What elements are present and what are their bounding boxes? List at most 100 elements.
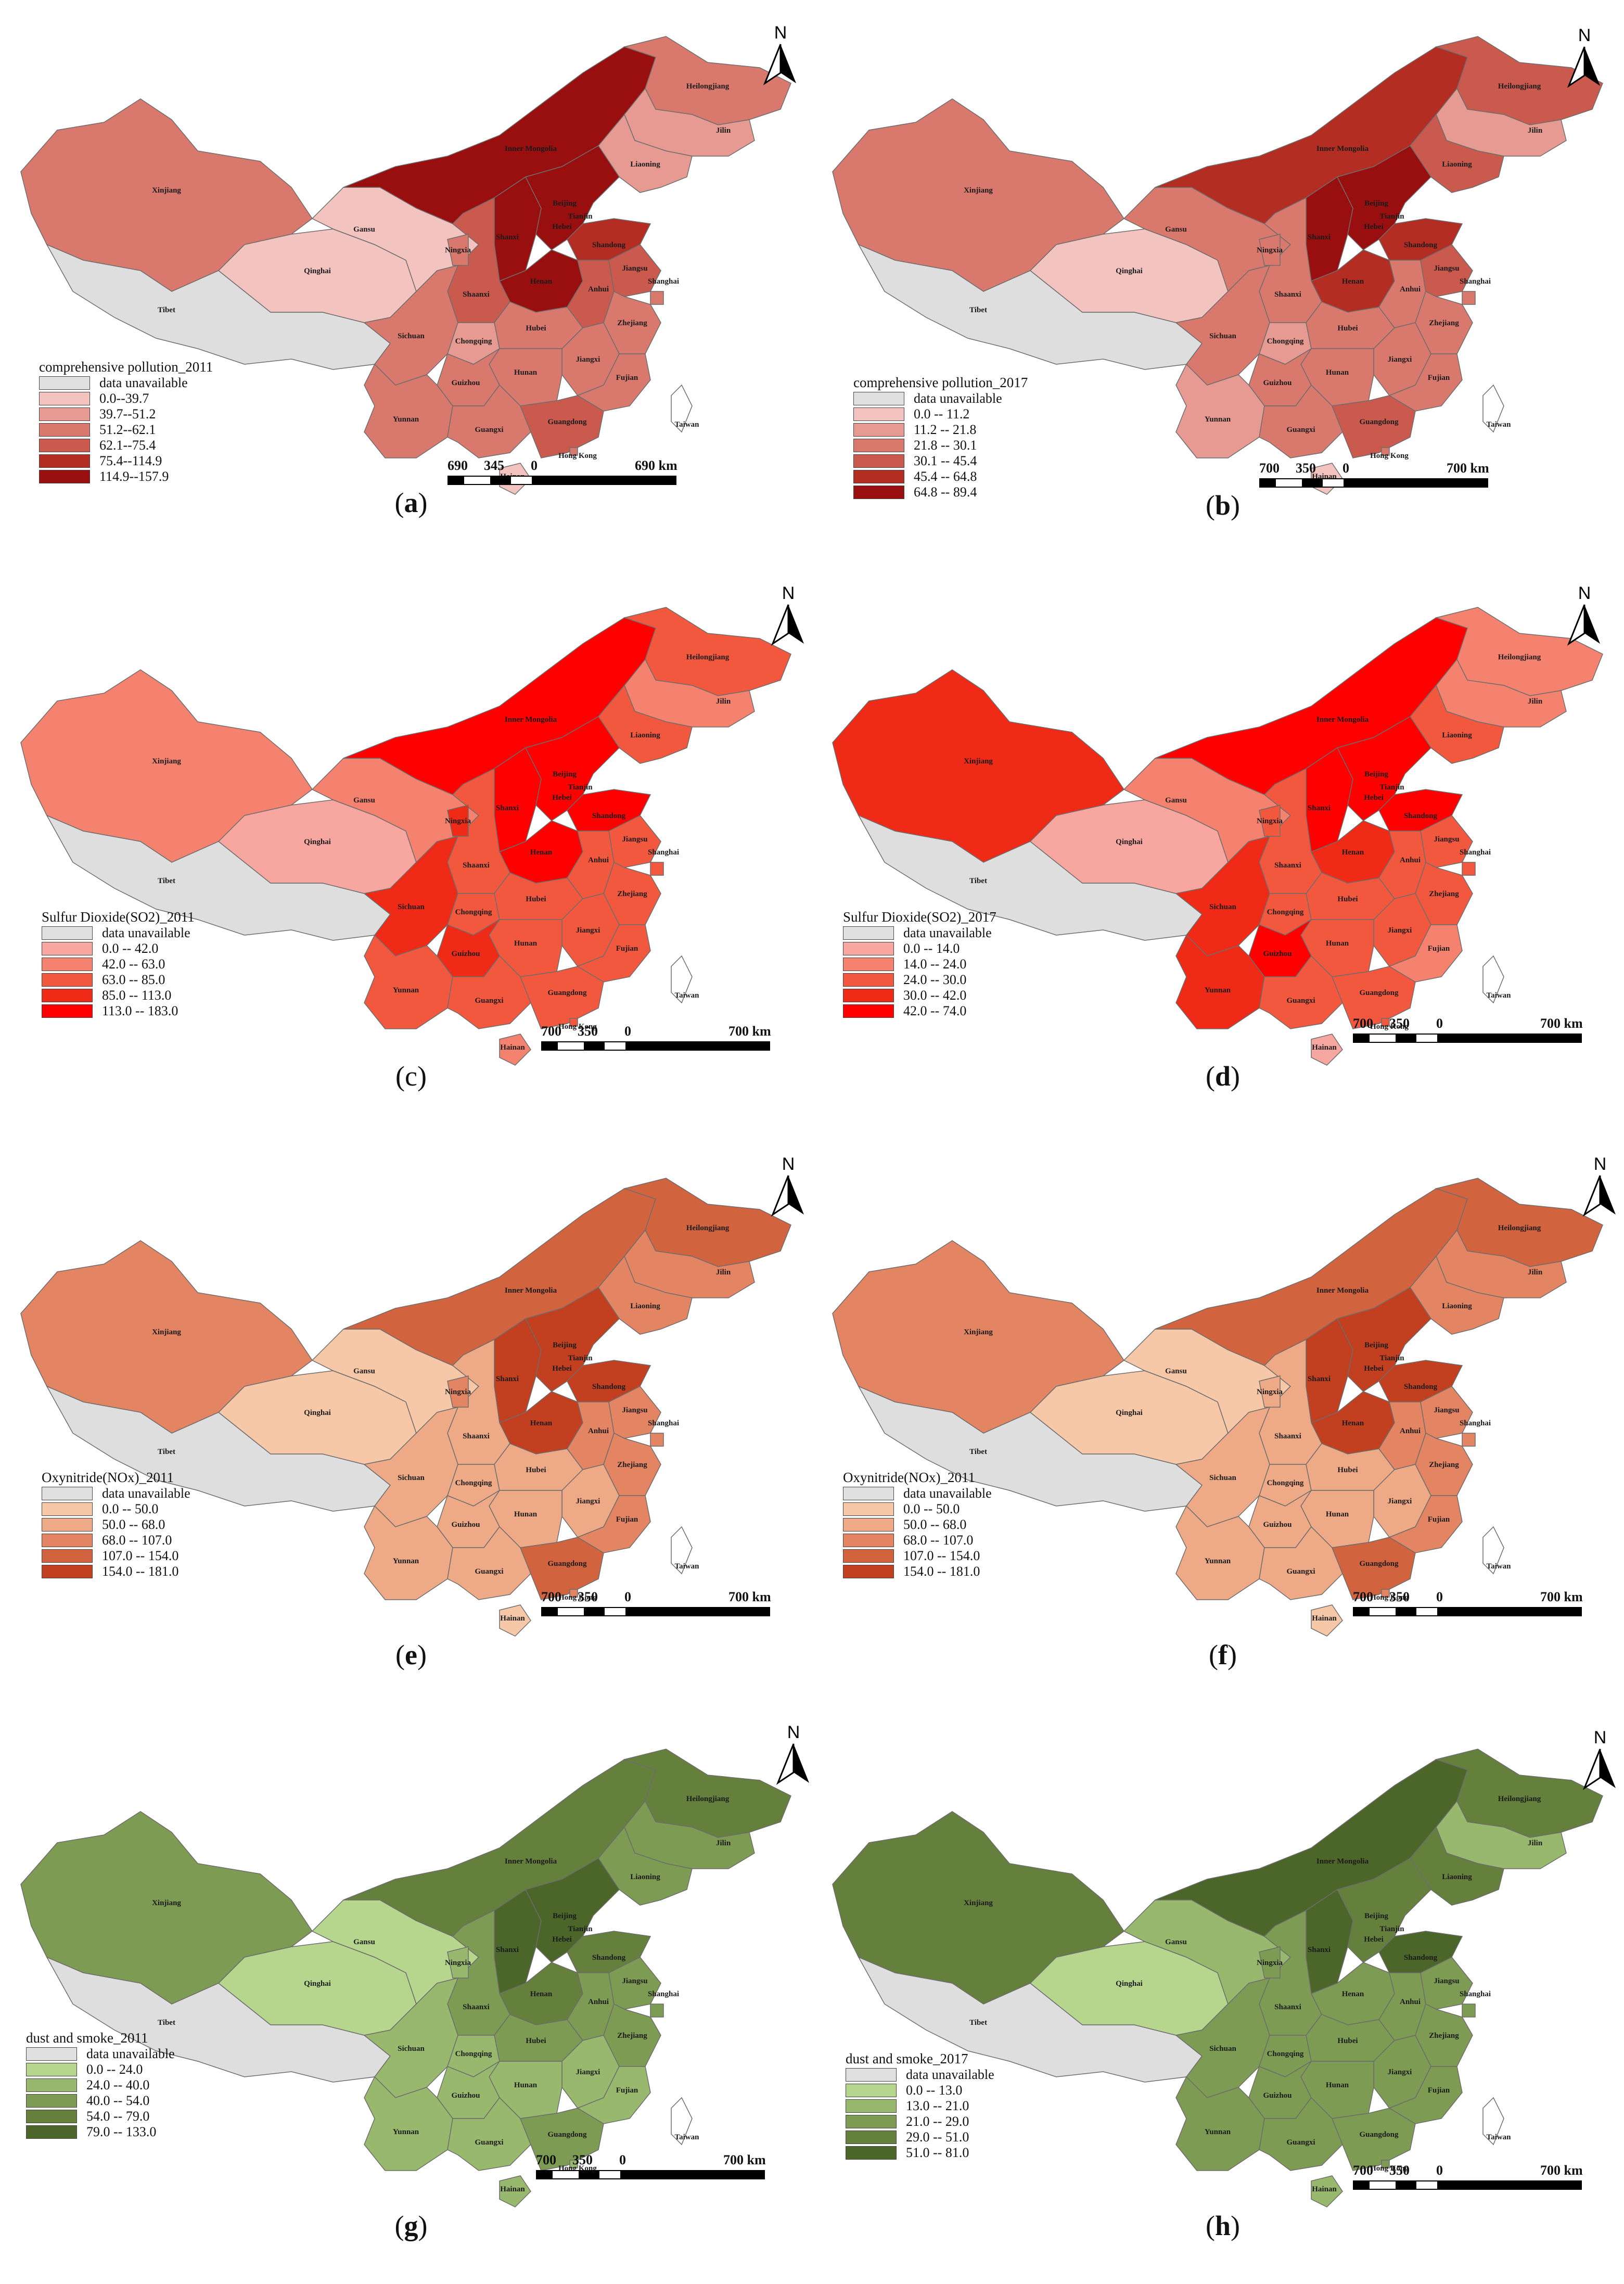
legend-item: 68.0 -- 107.0: [843, 1533, 992, 1548]
province-label: Heilongjiang: [686, 1795, 730, 1803]
province-label: Chongqing: [1267, 908, 1304, 916]
panel-caption: (d): [1205, 1061, 1240, 1092]
province-label: Jiangsu: [1434, 264, 1459, 273]
province-guangdong: [519, 1537, 604, 1600]
province-label: Liaoning: [630, 1302, 660, 1310]
province-label: Shaanxi: [1274, 1432, 1301, 1440]
legend-label: 0.0 -- 50.0: [102, 1501, 159, 1516]
map-panel-c: Xinjiang Tibet Qinghai Gansu Inner Mongolia H…: [0, 571, 812, 1142]
legend-item: 107.0 -- 154.0: [42, 1548, 190, 1564]
province-label: Hainan: [500, 1043, 525, 1052]
north-arrow-icon: N: [1567, 25, 1600, 88]
province-taiwan: [1482, 384, 1504, 433]
province-label: Jiangsu: [1434, 835, 1459, 844]
scale-label: 700 km: [1447, 461, 1489, 476]
province-label: Shandong: [1404, 1954, 1438, 1962]
province-label: Guangdong: [547, 418, 587, 426]
province-label: Hainan: [500, 1614, 525, 1623]
province-label: Hong Kong: [558, 1593, 597, 1602]
scale-label: 700: [1353, 2163, 1373, 2178]
china-choropleth-map: Xinjiang Tibet Qinghai Gansu Inner Mongolia H…: [20, 36, 791, 495]
province-label: Anhui: [1400, 1427, 1421, 1435]
province-guangdong: [519, 966, 604, 1029]
province-label: Shanxi: [1308, 233, 1331, 241]
province-label: Beijing: [553, 770, 577, 779]
province-label: Jilin: [716, 126, 731, 135]
legend: dust and smoke_2017 data unavailable 0.0 -…: [846, 2051, 994, 2161]
province-label: Yunnan: [1205, 1557, 1231, 1565]
province-label: Shaanxi: [1274, 290, 1301, 299]
legend: Oxynitride(NOx)_2011 data unavailable 0.0 …: [42, 1470, 190, 1579]
province-hainan: [1311, 2175, 1343, 2208]
province-label: Zhejiang: [617, 1461, 647, 1469]
province-label: Beijing: [553, 1912, 577, 1920]
scale-label: 700 km: [1540, 1016, 1583, 1031]
province-label: Shanxi: [496, 1375, 519, 1383]
province-label: Tianjin: [568, 1354, 593, 1362]
north-arrow-icon: N: [776, 1722, 809, 1785]
province-label: Jiangsu: [622, 264, 647, 273]
legend-label: 30.0 -- 42.0: [903, 988, 967, 1003]
province-label: Xinjiang: [152, 757, 181, 765]
scale-bar: 700 350 0 700 km: [1259, 461, 1489, 488]
province-label: Guangxi: [1286, 426, 1315, 434]
province-label: Shanxi: [496, 804, 519, 812]
legend-item: 0.0 -- 50.0: [843, 1501, 992, 1517]
scale-label: 690 km: [635, 458, 677, 473]
province-label: Taiwan: [1487, 420, 1512, 429]
province-label: Chongqing: [1267, 1479, 1304, 1487]
province-label: Anhui: [1400, 1998, 1421, 2006]
province-label: Shanghai: [1460, 1990, 1491, 1998]
province-label: Guizhou: [451, 950, 480, 958]
scale-label: 0: [1436, 1589, 1443, 1604]
province-label: Hubei: [1337, 2037, 1358, 2045]
scale-label: 0: [531, 458, 538, 473]
legend-swatch: [39, 454, 90, 468]
province-label: Hunan: [1326, 939, 1349, 948]
province-label: Jiangxi: [1388, 926, 1412, 935]
province-label: Guizhou: [451, 2091, 480, 2100]
province-label: Guizhou: [451, 379, 480, 387]
province-label: Henan: [530, 277, 553, 286]
province-label: Tianjin: [1379, 1354, 1404, 1362]
china-choropleth-map: Xinjiang Tibet Qinghai Gansu Inner Mongolia H…: [832, 1749, 1603, 2208]
province-label: Shanxi: [496, 233, 519, 241]
province-label: Hong Kong: [1370, 2164, 1409, 2173]
legend-label: 0.0 -- 11.2: [914, 406, 970, 422]
legend-item: 50.0 -- 68.0: [42, 1517, 190, 1533]
north-arrow-icon: N: [1582, 1728, 1616, 1790]
panel-caption: (b): [1205, 490, 1240, 521]
legend-item: 54.0 -- 79.0: [26, 2109, 175, 2124]
province-label: Tibet: [158, 2019, 175, 2027]
province-label: Qinghai: [304, 838, 331, 846]
province-label: Henan: [1342, 1990, 1364, 1998]
legend: Sulfur Dioxide(SO2)_2011 data unavailable…: [42, 909, 195, 1019]
scale-label: 700 km: [728, 1589, 771, 1604]
province-label: Hainan: [1312, 1614, 1337, 1623]
province-shanghai: [650, 291, 664, 305]
province-label: Hebei: [552, 794, 572, 802]
province-guangdong: [519, 395, 604, 458]
province-label: Gansu: [353, 796, 375, 805]
province-label: Henan: [530, 1419, 553, 1427]
province-label: Shanxi: [1308, 1946, 1331, 1954]
map-panel-d: Xinjiang Tibet Qinghai Gansu Inner Mongolia H…: [812, 571, 1623, 1142]
province-label: Shanghai: [648, 1419, 679, 1427]
legend-swatch: [39, 439, 90, 452]
legend-swatch: [39, 376, 90, 390]
legend-item: 0.0 -- 13.0: [846, 2083, 994, 2098]
legend-swatch: [42, 973, 93, 987]
legend-label: 39.7--51.2: [99, 406, 156, 422]
legend-title: dust and smoke_2011: [26, 2030, 148, 2046]
legend-label: 62.1--75.4: [99, 438, 156, 453]
province-label: Hubei: [1337, 895, 1358, 903]
province-label: Shandong: [592, 1383, 626, 1391]
province-label: Gansu: [1165, 1938, 1187, 1946]
province-label: Yunnan: [393, 415, 419, 424]
legend-label: 64.8 -- 89.4: [914, 484, 977, 500]
province-label: Hunan: [514, 2081, 538, 2089]
legend-item: 0.0--39.7: [39, 391, 213, 406]
scale-label: 700: [541, 1589, 561, 1604]
legend-item: 154.0 -- 181.0: [843, 1564, 992, 1579]
province-label: Fujian: [1428, 2086, 1450, 2095]
